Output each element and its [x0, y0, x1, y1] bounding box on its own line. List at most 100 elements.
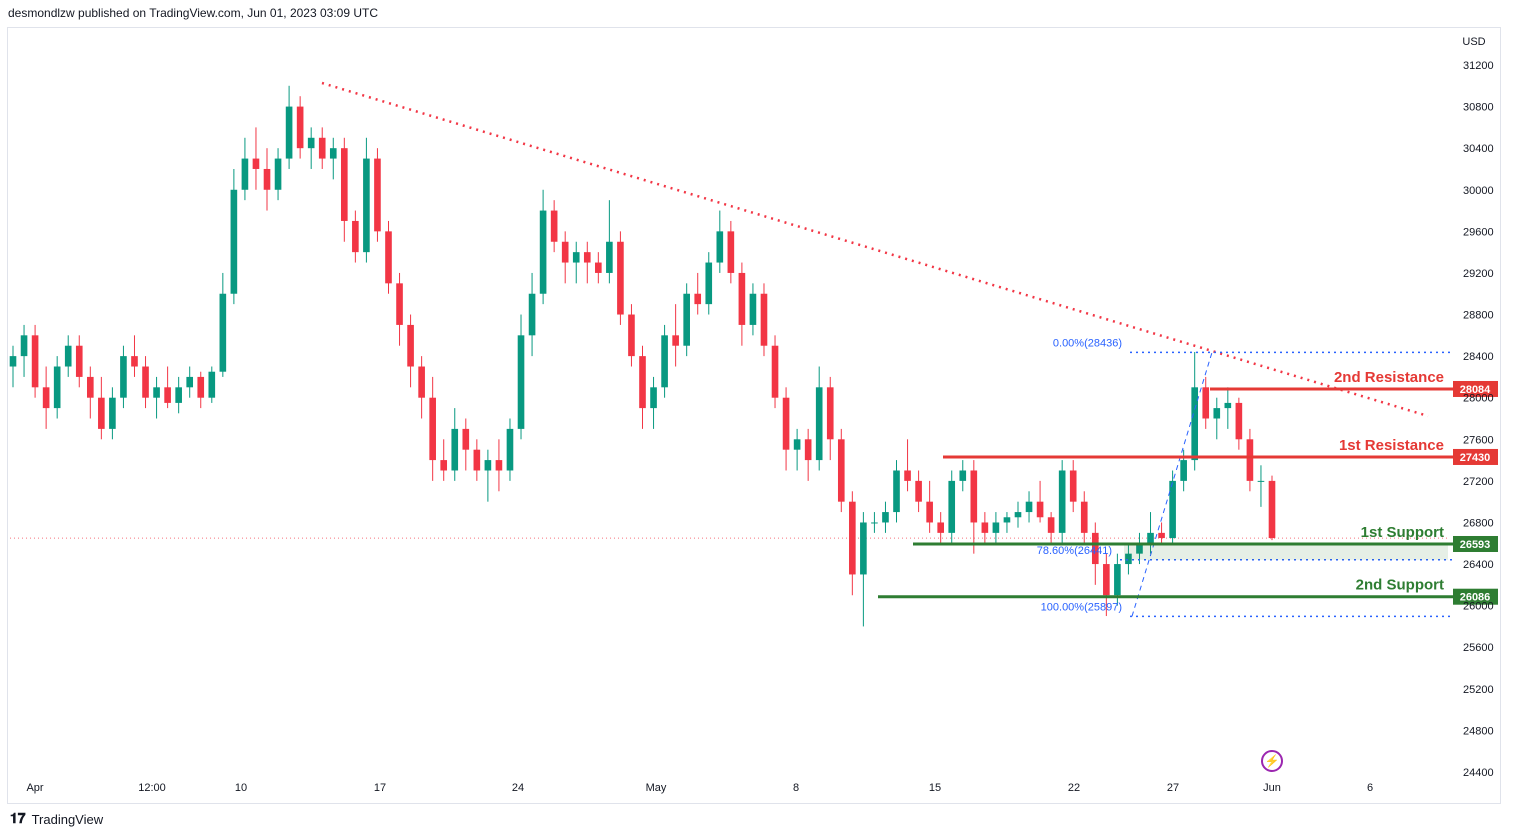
candle-body	[385, 231, 392, 284]
candle-body	[9, 356, 17, 367]
brand-name: TradingView	[31, 811, 104, 827]
y-tick-label: 26400	[1463, 559, 1494, 571]
candle-body	[31, 335, 39, 388]
candle-body	[263, 168, 271, 190]
currency-label: USD	[1462, 36, 1485, 48]
level-label: 1st Resistance	[1339, 437, 1444, 454]
candle-body	[1202, 387, 1210, 419]
candle-body	[871, 522, 878, 524]
candle-body	[208, 371, 216, 398]
x-tick-label: 24	[512, 782, 524, 794]
candle-body	[109, 397, 116, 429]
candle-body	[1213, 408, 1221, 419]
candle-body	[650, 387, 657, 409]
x-tick-label: 6	[1367, 782, 1373, 794]
candle-body	[948, 480, 956, 533]
candle-body	[219, 293, 227, 372]
candle-body	[1180, 460, 1187, 481]
y-tick-label: 30800	[1463, 102, 1494, 114]
candle-body	[815, 387, 823, 461]
candle-body	[1147, 532, 1154, 544]
candle-body	[495, 460, 503, 471]
y-tick-label: 27600	[1463, 434, 1494, 446]
y-tick-label: 26800	[1463, 517, 1494, 529]
candle-body	[274, 158, 282, 190]
x-tick-label: 17	[374, 782, 386, 794]
candle-body	[241, 158, 249, 190]
candle-body	[749, 293, 757, 325]
candle-body	[142, 366, 149, 398]
candle-body	[1191, 387, 1199, 461]
candle-body	[1268, 480, 1276, 539]
candle-body	[771, 345, 779, 398]
candle-body	[164, 387, 171, 403]
y-tick-label: 27200	[1463, 476, 1494, 488]
candle-body	[451, 428, 459, 471]
candle-body	[1025, 501, 1033, 513]
price-tag-label: 28084	[1460, 384, 1491, 396]
y-tick-label: 24800	[1463, 725, 1494, 737]
candle-body	[1246, 439, 1254, 481]
candle-body	[462, 428, 470, 450]
candle-body	[1224, 402, 1232, 409]
y-tick-label: 25200	[1463, 684, 1494, 696]
candle-body	[1103, 564, 1110, 596]
candle-body	[484, 460, 492, 471]
candle-body	[959, 470, 967, 481]
lightning-icon[interactable]: ⚡	[1261, 750, 1283, 772]
candle-body	[396, 283, 403, 325]
candle-body	[363, 158, 370, 253]
candle-body	[230, 189, 238, 294]
candle-body	[837, 439, 845, 502]
candle-body	[617, 241, 624, 315]
candle-body	[981, 522, 989, 533]
candle-body	[418, 366, 425, 398]
candle-body	[970, 470, 978, 523]
candle-body	[75, 345, 83, 377]
candle-body	[64, 345, 72, 367]
y-tick-label: 28400	[1463, 351, 1494, 363]
price-tag	[1453, 588, 1498, 605]
candle-body	[826, 387, 834, 440]
candle-body	[131, 356, 138, 367]
candle-body	[252, 158, 260, 169]
support-zone	[1124, 543, 1448, 560]
candle-body	[1169, 480, 1176, 539]
candle-body	[341, 148, 348, 221]
candle-body	[882, 512, 889, 523]
candle-body	[1257, 480, 1265, 482]
candle-body	[1014, 512, 1022, 518]
price-tag-label: 26593	[1460, 539, 1491, 551]
footer: 𝟏𝟕 TradingView	[10, 811, 103, 827]
fib-label: 100.00%(25897)	[1041, 601, 1122, 613]
candle-body	[705, 262, 713, 305]
candle-body	[506, 428, 514, 471]
candle-body	[329, 148, 337, 159]
candle-body	[1114, 564, 1121, 596]
level-layer: 0.00%(28436) 78.60%(26441) 100.00%(25897) 2…	[321, 81, 1498, 618]
y-tick-label: 30000	[1463, 185, 1494, 197]
x-tick-label: 27	[1167, 782, 1179, 794]
candle-body	[86, 376, 94, 398]
trendline	[321, 81, 1429, 418]
candle-body	[186, 376, 194, 388]
candle-body	[639, 356, 646, 409]
candle-body	[595, 262, 602, 273]
chart-frame[interactable]	[7, 27, 1501, 804]
candle-body	[937, 522, 944, 533]
candle-body	[1047, 517, 1055, 533]
candle-body	[20, 335, 28, 357]
tradingview-logo-icon[interactable]: 𝟏𝟕	[10, 811, 26, 827]
fib-connector	[1131, 352, 1213, 617]
candle-body	[539, 210, 547, 294]
candle-body	[1036, 501, 1044, 518]
y-tick-label: 24400	[1463, 767, 1494, 779]
y-tick-label: 31200	[1463, 60, 1494, 72]
candle-body	[672, 335, 679, 346]
candle-body	[1158, 532, 1165, 539]
candle-body	[120, 356, 127, 398]
axis-layer: USD 31200 30800 30400 30000 29600 29200 28800 28…	[26, 36, 1493, 794]
x-tick-label: May	[646, 782, 667, 794]
price-tag-label: 27430	[1460, 452, 1491, 464]
